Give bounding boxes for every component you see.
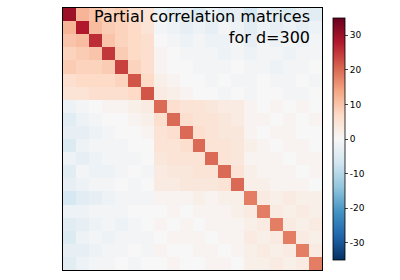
svg-text:-30: -30 (350, 238, 365, 248)
svg-text:Partial correlation matricesfo: Partial correlation matricesfor d=300 (94, 7, 310, 47)
svg-text:20: 20 (350, 65, 362, 75)
svg-text:10: 10 (350, 100, 362, 110)
svg-text:-10: -10 (350, 169, 365, 179)
svg-text:30: 30 (350, 30, 362, 40)
svg-text:-20: -20 (350, 203, 365, 213)
svg-text:0: 0 (350, 134, 356, 144)
